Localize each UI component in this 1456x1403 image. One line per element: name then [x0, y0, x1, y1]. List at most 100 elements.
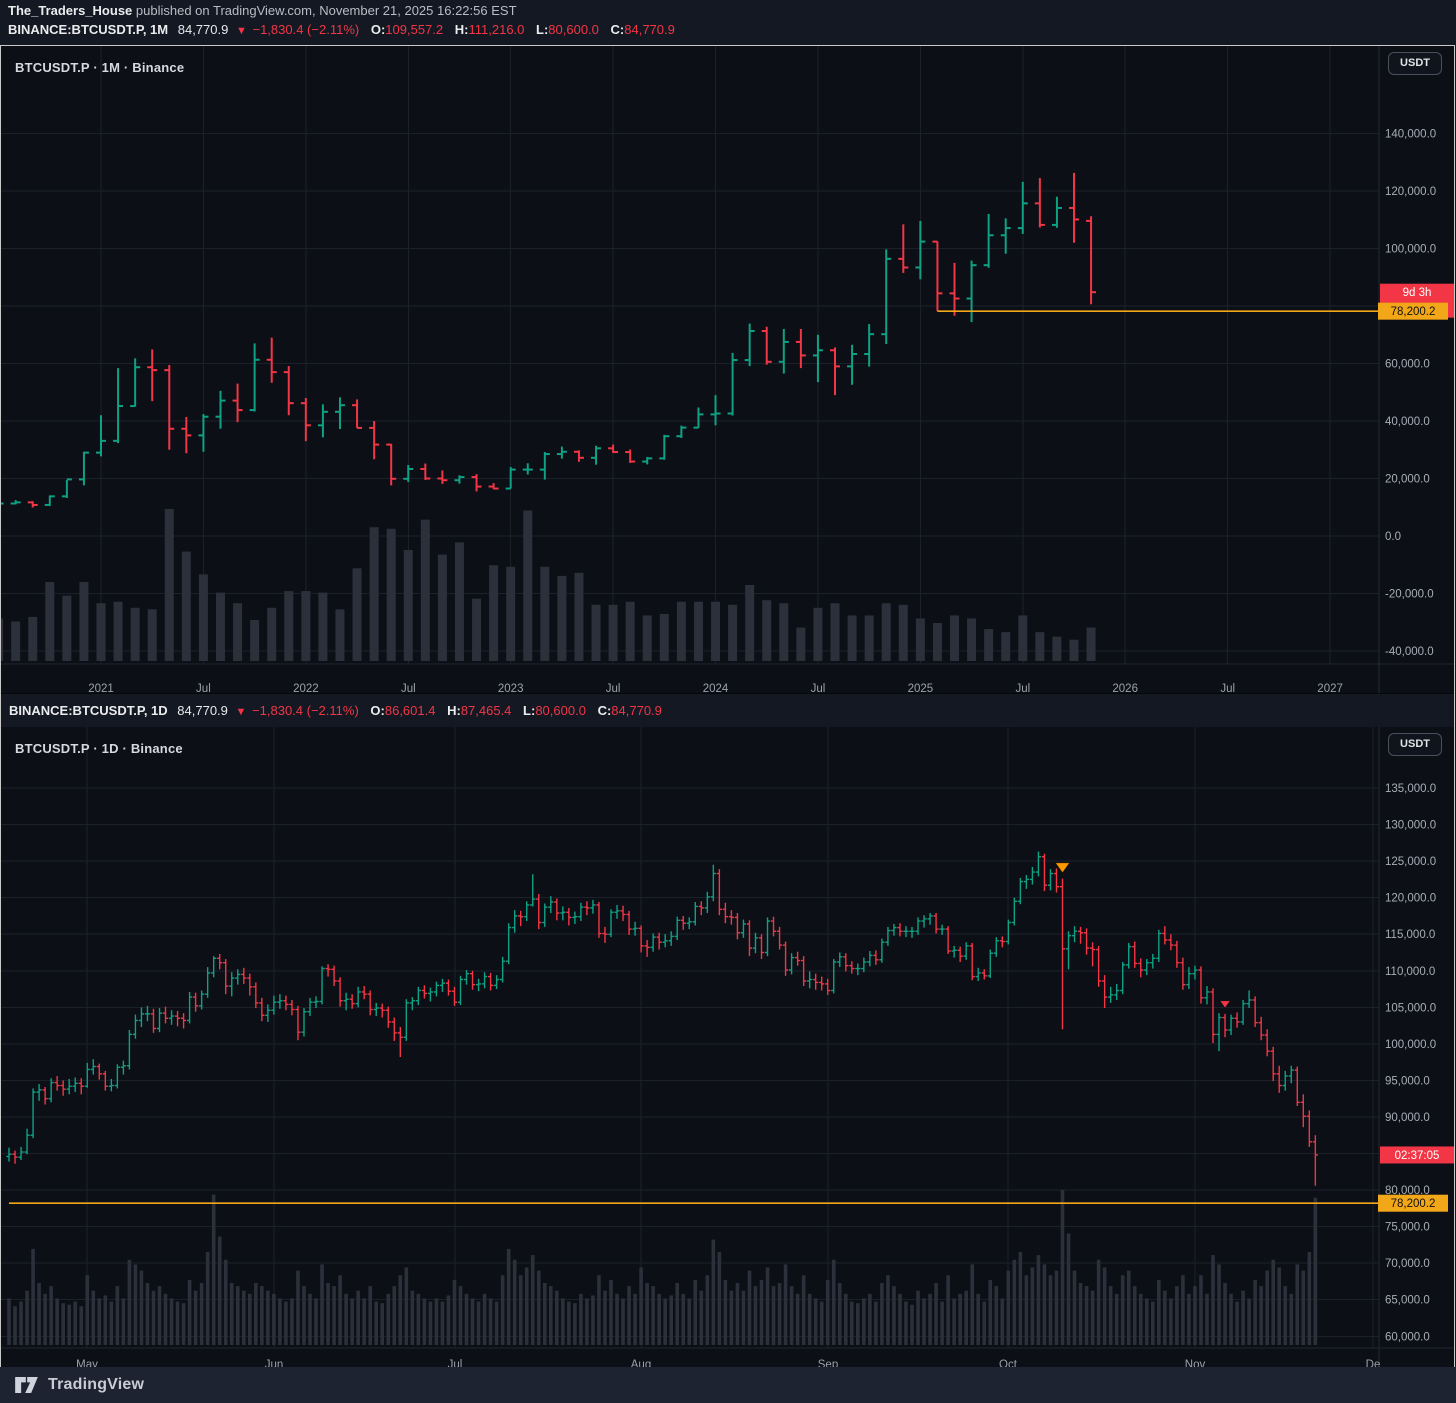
- quote-low-label: L:: [536, 22, 549, 37]
- tradingview-logo-icon[interactable]: [13, 1373, 40, 1397]
- svg-text:125,000.0: 125,000.0: [1385, 856, 1436, 868]
- svg-text:Jul: Jul: [196, 683, 211, 693]
- quote-row-monthly: BINANCE:BTCUSDT.P, 1M 84,770.9 ▼ −1,830.…: [8, 22, 675, 37]
- svg-text:Jul: Jul: [401, 683, 416, 693]
- volume-layer: [7, 1190, 1318, 1345]
- svg-text:78,200.2: 78,200.2: [1391, 1198, 1436, 1210]
- svg-text:90,000.0: 90,000.0: [1385, 1112, 1430, 1124]
- svg-text:2024: 2024: [703, 683, 729, 693]
- svg-text:130,000.0: 130,000.0: [1385, 820, 1436, 832]
- currency-button-daily[interactable]: USDT: [1388, 733, 1442, 756]
- chart-frame: 140,000.0 120,000.0 100,000.0 80,000.0 60,00…: [0, 45, 1455, 1369]
- svg-text:Jun: Jun: [265, 1359, 284, 1369]
- grid-layer: [1, 46, 1379, 664]
- svg-text:2023: 2023: [498, 683, 524, 693]
- down-arrow-icon: ▼: [235, 706, 247, 718]
- svg-text:May: May: [76, 1359, 98, 1369]
- monthly-chart-canvas[interactable]: 140,000.0120,000.0100,000.080,000.060,00…: [1, 46, 1454, 693]
- quote-high-value: 111,216.0: [468, 22, 525, 37]
- quote-low-value: 80,600.0: [535, 703, 586, 718]
- daily-chart-panel: 135,000.0 130,000.0 125,000.0 120,000.0 115,…: [1, 727, 1454, 1369]
- quote-high-label: H:: [454, 22, 469, 37]
- quote-close-value: 84,770.9: [611, 703, 662, 718]
- quote-change: −1,830.4 (−2.11%): [252, 22, 360, 37]
- byline-text: published on TradingView.com, November 2…: [132, 3, 517, 18]
- svg-text:Jul: Jul: [1220, 683, 1235, 693]
- quote-open-value: 109,557.2: [385, 22, 444, 37]
- svg-text:80,000.0: 80,000.0: [1385, 1185, 1430, 1197]
- ohlc-bars-layer: [6, 851, 1318, 1186]
- svg-text:2026: 2026: [1112, 683, 1138, 693]
- axis-price-labels: 02:37:05 78,200.2: [1378, 1146, 1454, 1212]
- quote-strip-daily: BINANCE:BTCUSDT.P, 1D 84,770.9 ▼ −1,830.…: [1, 693, 1454, 727]
- svg-text:Nov: Nov: [1185, 1359, 1206, 1369]
- quote-open-value: 86,601.4: [384, 703, 436, 718]
- quote-open-label: O:: [370, 703, 385, 718]
- footer-bar: TradingView: [0, 1367, 1456, 1403]
- svg-text:-20,000.0: -20,000.0: [1385, 589, 1434, 601]
- markers-layer: [1054, 862, 1231, 1009]
- svg-text:100,000.0: 100,000.0: [1385, 1039, 1436, 1051]
- svg-text:120,000.0: 120,000.0: [1385, 186, 1436, 198]
- svg-text:2027: 2027: [1317, 683, 1343, 693]
- svg-text:2021: 2021: [88, 683, 114, 693]
- svg-text:Sep: Sep: [818, 1359, 838, 1369]
- svg-text:De: De: [1366, 1359, 1381, 1369]
- svg-text:20,000.0: 20,000.0: [1385, 474, 1430, 486]
- quote-last-price: 84,770.9: [177, 22, 229, 37]
- quote-low-label: L:: [523, 703, 536, 718]
- svg-text:2022: 2022: [293, 683, 319, 693]
- quote-symbol: BINANCE:BTCUSDT.P, 1D: [9, 703, 168, 718]
- volume-layer: [1, 509, 1096, 661]
- svg-text:60,000.0: 60,000.0: [1385, 359, 1430, 371]
- quote-last-price: 84,770.9: [177, 703, 228, 718]
- svg-text:Jul: Jul: [1015, 683, 1030, 693]
- quote-close-label: C:: [610, 22, 625, 37]
- svg-text:0.0: 0.0: [1385, 531, 1401, 543]
- svg-text:Jul: Jul: [448, 1359, 463, 1369]
- svg-text:110,000.0: 110,000.0: [1385, 966, 1435, 978]
- svg-text:120,000.0: 120,000.0: [1385, 893, 1436, 905]
- quote-row-daily: BINANCE:BTCUSDT.P, 1D 84,770.9 ▼ −1,830.…: [9, 703, 662, 718]
- svg-text:115,000.0: 115,000.0: [1385, 929, 1435, 941]
- svg-text:75,000.0: 75,000.0: [1385, 1222, 1430, 1234]
- svg-text:2025: 2025: [908, 683, 934, 693]
- quote-change: −1,830.4 (−2.11%): [252, 703, 359, 718]
- svg-text:135,000.0: 135,000.0: [1385, 783, 1436, 795]
- svg-text:95,000.0: 95,000.0: [1385, 1075, 1430, 1087]
- svg-text:Jul: Jul: [606, 683, 621, 693]
- svg-text:-40,000.0: -40,000.0: [1385, 646, 1434, 658]
- quote-high-label: H:: [447, 703, 461, 718]
- svg-text:100,000.0: 100,000.0: [1385, 244, 1436, 256]
- footer-brand[interactable]: TradingView: [48, 1376, 145, 1393]
- quote-open-label: O:: [370, 22, 386, 37]
- svg-text:Aug: Aug: [631, 1359, 651, 1369]
- svg-text:65,000.0: 65,000.0: [1385, 1295, 1430, 1307]
- svg-text:Jul: Jul: [811, 683, 826, 693]
- byline-username: The_Traders_House: [8, 3, 133, 18]
- svg-text:140,000.0: 140,000.0: [1385, 129, 1436, 141]
- grid-layer: [1, 727, 1379, 1348]
- quote-close-label: C:: [597, 703, 612, 718]
- quote-low-value: 80,600.0: [548, 22, 599, 37]
- svg-text:70,000.0: 70,000.0: [1385, 1258, 1430, 1270]
- svg-text:105,000.0: 105,000.0: [1385, 1002, 1436, 1014]
- ohlc-bars-layer: [1, 172, 1097, 508]
- daily-chart-canvas[interactable]: 135,000.0 130,000.0 125,000.0 120,000.0 115,…: [1, 727, 1454, 1369]
- down-arrow-icon: ▼: [235, 25, 247, 37]
- svg-text:60,000.0: 60,000.0: [1385, 1331, 1430, 1343]
- svg-text:9d 3h: 9d 3h: [1403, 287, 1432, 299]
- monthly-chart-panel: 140,000.0120,000.0100,000.080,000.060,00…: [1, 46, 1454, 693]
- quote-high-value: 87,465.4: [460, 703, 512, 718]
- axis-layer: 135,000.0 130,000.0 125,000.0 120,000.0 115,…: [1, 727, 1454, 1369]
- quote-symbol: BINANCE:BTCUSDT.P, 1M: [8, 22, 169, 37]
- currency-button-monthly[interactable]: USDT: [1388, 52, 1442, 75]
- svg-text:02:37:05: 02:37:05: [1395, 1150, 1440, 1162]
- monthly-chart-legend: BTCUSDT.P · 1M · Binance: [15, 60, 185, 75]
- byline: The_Traders_House published on TradingVi…: [8, 3, 517, 18]
- quote-close-value: 84,770.9: [624, 22, 675, 37]
- svg-text:78,200.2: 78,200.2: [1391, 306, 1436, 318]
- axis-price-labels: 9d 3h84,770.978,200.2: [1378, 283, 1454, 320]
- svg-text:Oct: Oct: [999, 1359, 1018, 1369]
- svg-text:40,000.0: 40,000.0: [1385, 416, 1430, 428]
